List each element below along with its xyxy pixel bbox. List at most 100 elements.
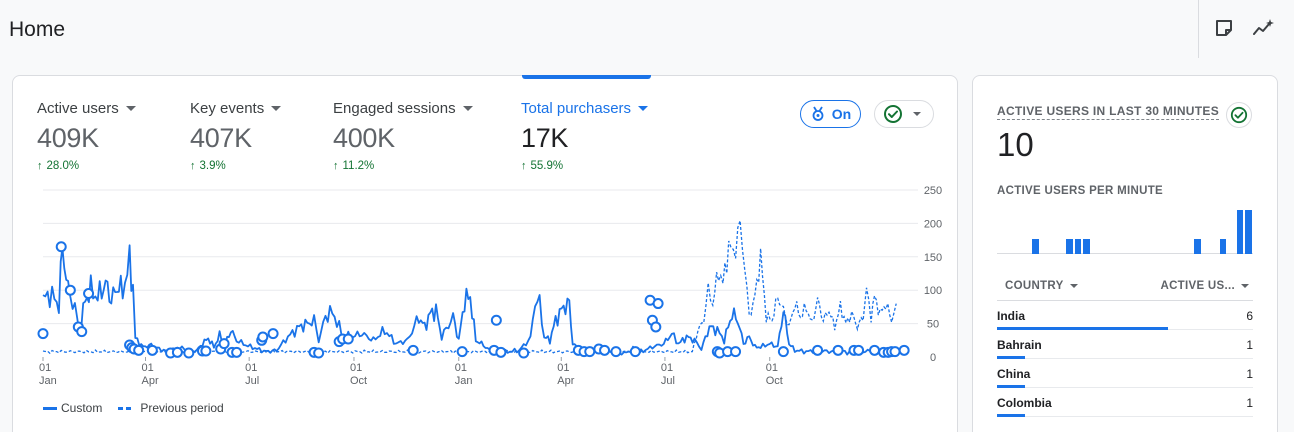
per-minute-bar-chart <box>997 206 1253 254</box>
header-label: COUNTRY <box>1005 279 1064 292</box>
active-users-count: 1 <box>1246 396 1253 410</box>
anomaly-marker <box>64 284 76 296</box>
anomaly-marker <box>584 346 596 358</box>
anomaly-marker <box>898 344 910 356</box>
x-tick-label: 01 <box>142 362 154 374</box>
metric-change: 28.0% <box>46 160 80 172</box>
chart-legend: Custom Previous period <box>43 401 240 415</box>
active-users-column-header[interactable]: ACTIVE US... <box>1160 280 1249 292</box>
y-tick-label: 50 <box>927 319 939 331</box>
x-tick-label: 01 <box>350 362 362 374</box>
top-bar: Home <box>0 0 1294 60</box>
row-share-bar <box>997 414 1026 417</box>
insights-toggle-label: On <box>831 106 852 122</box>
arrow-up-icon: ↑ <box>190 160 196 172</box>
per-minute-bar <box>1219 239 1227 254</box>
notes-icon[interactable] <box>1213 17 1235 39</box>
legend-dashed-swatch <box>118 406 137 410</box>
anomaly-marker <box>832 344 844 356</box>
anomaly-marker <box>133 344 145 356</box>
anomaly-marker <box>456 346 468 358</box>
check-circle-icon <box>1230 106 1248 124</box>
active-users-count: 1 <box>1246 367 1253 381</box>
table-row[interactable]: China 1 <box>997 359 1253 388</box>
row-share-bar <box>997 356 1026 359</box>
x-tick-label: 01 <box>455 362 467 374</box>
active-users-count: 1 <box>1246 338 1253 352</box>
anomaly-marker <box>313 347 325 359</box>
country-name: China <box>997 367 1031 381</box>
table-row[interactable]: Colombia 1 <box>997 388 1253 417</box>
anomaly-marker <box>652 298 664 310</box>
custom-series-line <box>42 244 897 356</box>
overview-card: Active users 409K ↑ 28.0% Key events 407K… <box>12 75 958 432</box>
x-tick-label: 01 <box>661 362 673 374</box>
anomaly-marker <box>407 344 419 356</box>
metric-value: 407K <box>190 123 252 153</box>
metric-engaged-sessions[interactable]: Engaged sessions 400K ↑ 11.2% <box>333 100 473 172</box>
row-share-bar <box>997 327 1168 330</box>
anomaly-marker <box>812 344 824 356</box>
bar-chart-baseline <box>997 253 1253 254</box>
caret-down-icon <box>1241 283 1249 288</box>
anomaly-marker <box>267 328 279 340</box>
anomaly-marker <box>495 346 507 358</box>
metric-label: Total purchasers <box>521 100 632 117</box>
anomaly-marker <box>490 314 502 326</box>
insights-sparkle-icon[interactable] <box>1253 17 1275 39</box>
data-quality-dropdown[interactable] <box>874 100 934 128</box>
anomaly-marker <box>869 344 881 356</box>
metric-change: 11.2% <box>342 160 375 172</box>
x-tick-label: Oct <box>350 375 367 387</box>
x-tick-label: Jan <box>39 375 57 387</box>
anomaly-marker <box>183 347 195 359</box>
table-row[interactable]: India 6 <box>997 301 1253 330</box>
table-row[interactable]: Bahrain 1 <box>997 330 1253 359</box>
y-tick-label: 150 <box>924 252 942 264</box>
anomaly-marker <box>146 344 158 356</box>
legend-solid-swatch <box>43 406 57 410</box>
legend-previous-period[interactable]: Previous period <box>118 401 224 415</box>
legend-label: Custom <box>61 401 103 415</box>
country-name: India <box>997 309 1026 323</box>
legend-custom[interactable]: Custom <box>43 401 102 415</box>
anomaly-marker <box>218 338 230 350</box>
per-minute-label: ACTIVE USERS PER MINUTE <box>997 185 1164 197</box>
per-minute-bar <box>1194 239 1201 254</box>
x-tick-label: Jul <box>245 375 259 387</box>
per-minute-bar <box>1236 210 1244 254</box>
arrow-up-icon: ↑ <box>521 160 527 172</box>
per-minute-bar <box>1066 239 1073 254</box>
caret-down-icon <box>1069 283 1078 288</box>
anomaly-insights-toggle[interactable]: On <box>800 100 861 128</box>
metric-key-events[interactable]: Key events 407K ↑ 3.9% <box>190 100 282 172</box>
realtime-status-button[interactable] <box>1226 102 1252 128</box>
anomaly-marker <box>853 344 865 356</box>
anomaly-marker <box>777 346 789 358</box>
metric-value: 400K <box>333 123 395 153</box>
per-minute-bar <box>1083 239 1090 254</box>
trend-chart-svg: 25020015010050001Jan01Apr01Jul01Oct01Jan… <box>37 185 942 387</box>
realtime-title[interactable]: ACTIVE USERS IN LAST 30 MINUTES <box>997 104 1219 120</box>
metric-total-purchasers[interactable]: Total purchasers 17K ↑ 55.9% <box>521 100 649 172</box>
check-circle-icon <box>884 105 902 123</box>
y-tick-label: 250 <box>924 185 942 197</box>
x-tick-label: Jul <box>661 375 675 387</box>
realtime-card: ACTIVE USERS IN LAST 30 MINUTES 10 ACTIV… <box>972 75 1278 432</box>
caret-down-icon <box>125 106 136 111</box>
anomaly-marker <box>599 344 611 356</box>
x-tick-label: 01 <box>245 362 257 374</box>
divider <box>1198 0 1199 58</box>
country-column-header[interactable]: COUNTRY <box>1005 280 1078 292</box>
table-header: COUNTRY ACTIVE US... <box>997 271 1253 301</box>
anomaly-marker <box>83 288 95 300</box>
realtime-active-users-value: 10 <box>997 126 1034 163</box>
anomaly-marker <box>629 346 641 358</box>
metric-change: 55.9% <box>530 160 564 172</box>
metric-value: 409K <box>37 123 99 153</box>
previous-period-line <box>42 220 897 355</box>
anomaly-marker <box>650 321 662 333</box>
arrow-up-icon: ↑ <box>37 160 43 172</box>
metric-active-users[interactable]: Active users 409K ↑ 28.0% <box>37 100 136 172</box>
metric-change: 3.9% <box>199 160 226 172</box>
